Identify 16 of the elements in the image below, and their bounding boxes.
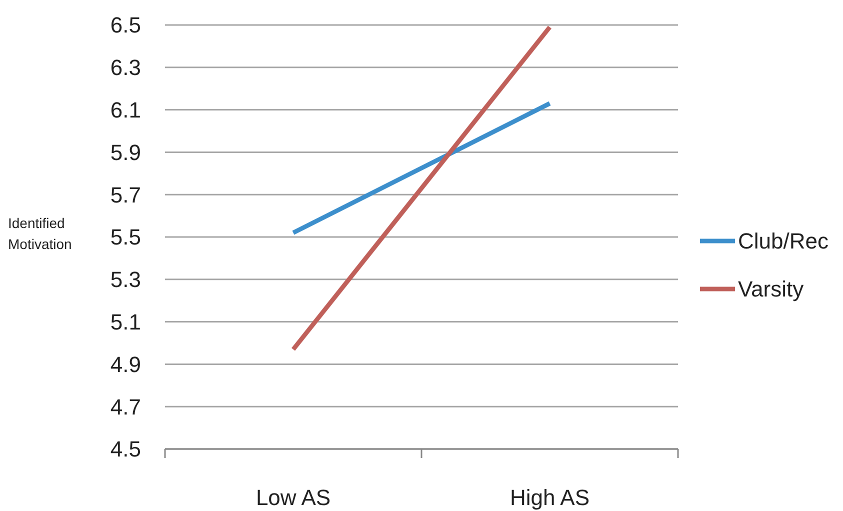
y-tick-label: 5.5 (110, 224, 141, 250)
y-tick-label: 5.1 (110, 310, 141, 334)
x-tick-label: Low AS (256, 485, 331, 510)
y-tick-label: 4.5 (110, 436, 141, 462)
y-tick-label: 6.5 (110, 12, 141, 38)
y-tick-label: 4.9 (110, 352, 141, 377)
y-tick-label: 6.3 (110, 55, 141, 80)
x-tick-label: High AS (510, 485, 590, 510)
legend-label: Club/Rec (738, 228, 828, 254)
y-tick-label: 6.1 (110, 98, 141, 122)
y-axis-title: Identified Motivation (8, 215, 72, 252)
legend-label: Varsity (738, 276, 804, 302)
y-tick-label: 5.7 (110, 182, 141, 208)
y-tick-label: 5.9 (110, 140, 141, 165)
y-tick-label: 5.3 (110, 267, 141, 292)
y-tick-label: 4.7 (110, 394, 141, 420)
